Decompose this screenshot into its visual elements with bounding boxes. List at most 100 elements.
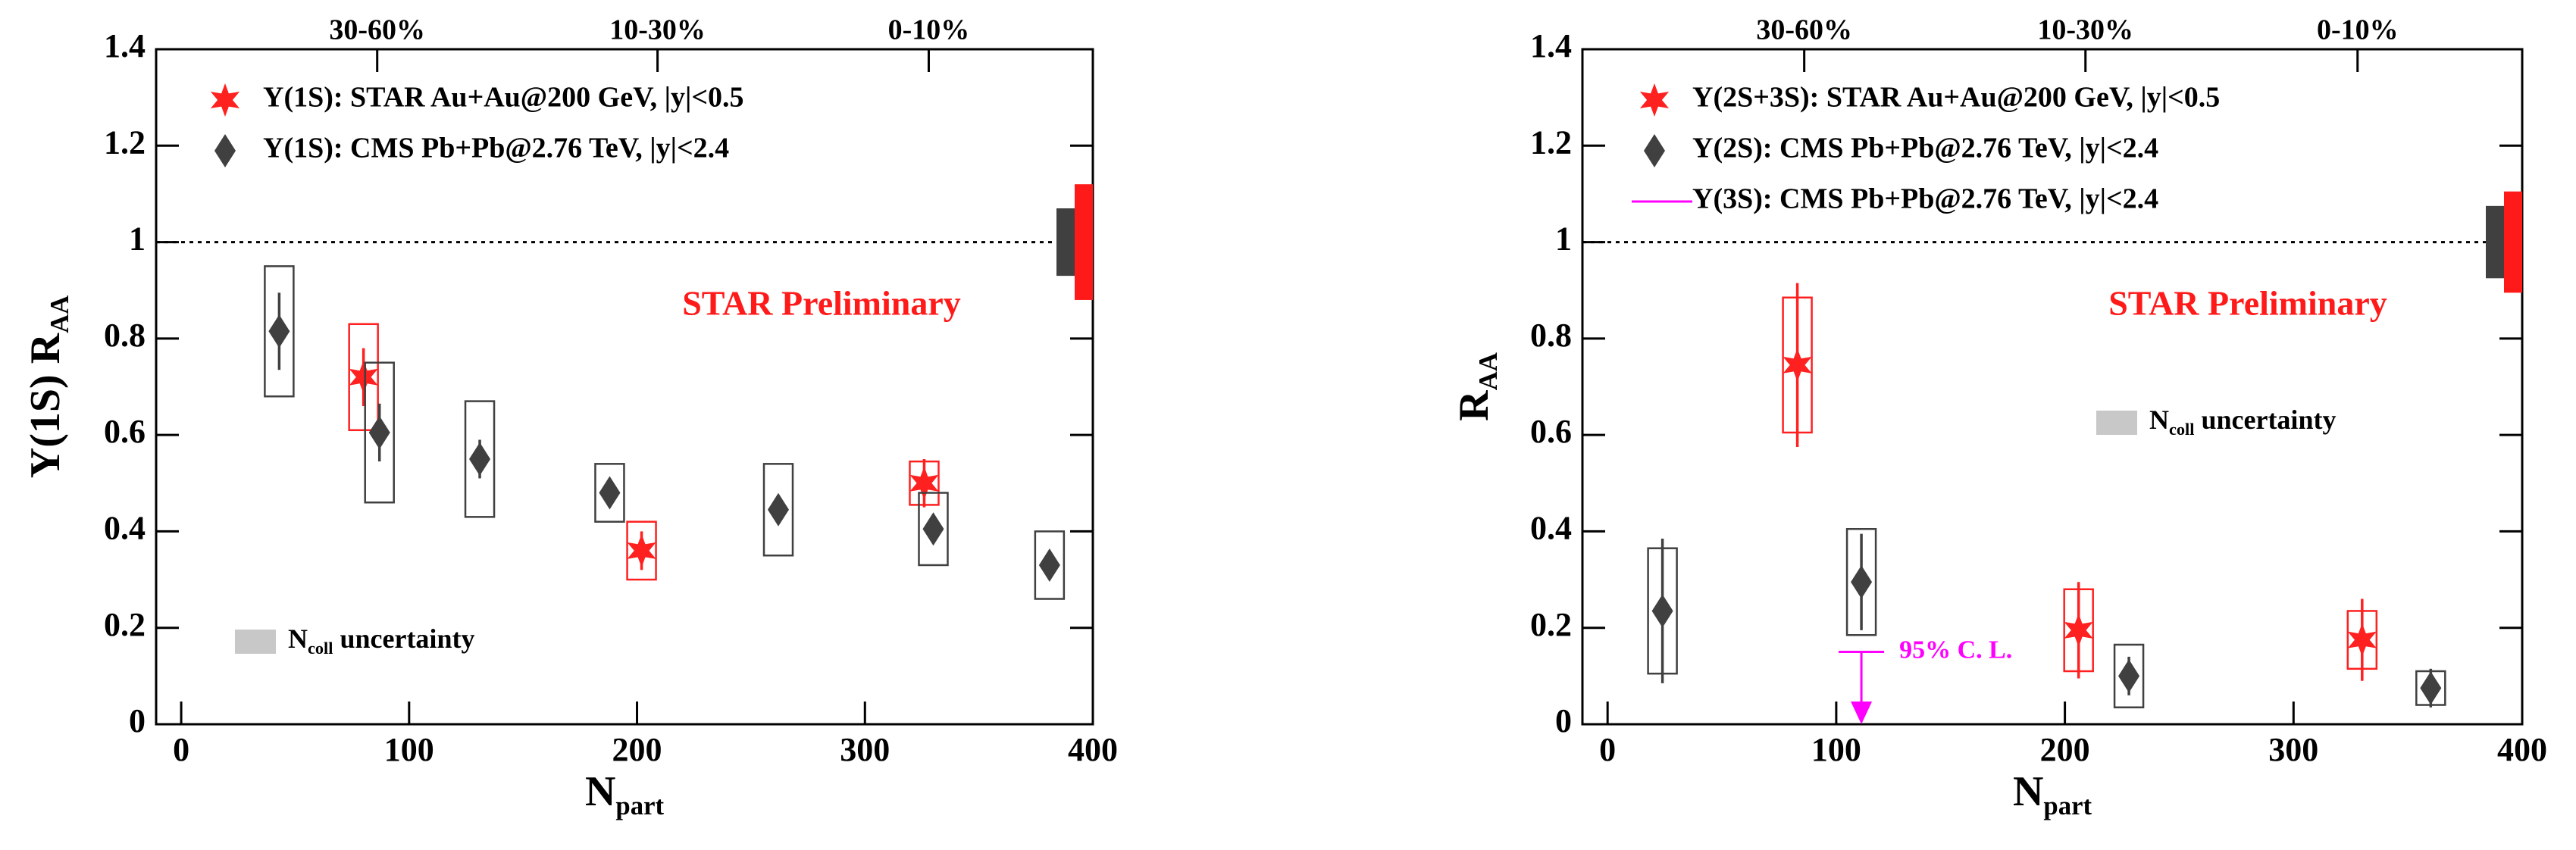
data-point — [268, 314, 290, 348]
x-tick-label: 100 — [384, 731, 434, 768]
ncoll-legend-label-rest: uncertainty — [333, 623, 474, 654]
annotation: STAR Preliminary — [2108, 284, 2387, 323]
sys-error-box — [1845, 527, 1877, 636]
legend-marker — [1639, 83, 1670, 117]
y-tick-label: 1.2 — [104, 123, 146, 161]
legend-label: Υ(3S): CMS Pb+Pb@2.76 TeV, |y|<2.4 — [1692, 183, 2158, 215]
y-tick-label: 0.4 — [104, 510, 146, 547]
global-uncertainty-box — [2486, 205, 2504, 279]
legend-label: Υ(2S): CMS Pb+Pb@2.76 TeV, |y|<2.4 — [1692, 133, 2158, 164]
ncoll-legend-label-main: N — [288, 623, 308, 654]
legend-label: Υ(1S): STAR Au+Au@200 GeV, |y|<0.5 — [263, 82, 744, 114]
top-tick-label: 30-60% — [1756, 14, 1852, 46]
legend-marker — [214, 134, 236, 167]
data-point — [349, 360, 378, 394]
y-axis-title-sub: AA — [1473, 352, 1503, 390]
data-point — [1651, 594, 1673, 628]
top-tick-label: 0-10% — [888, 14, 970, 46]
data-point — [368, 415, 390, 449]
x-axis-title-sub: part — [2043, 791, 2092, 820]
ncoll-legend-box — [235, 630, 276, 654]
y-tick-label: 1.4 — [104, 27, 146, 64]
y-axis-title: RAA — [1451, 352, 1503, 421]
global-uncertainty-box — [2504, 191, 2522, 293]
y-tick-label: 1 — [129, 220, 146, 258]
top-tick-label: 0-10% — [2317, 14, 2399, 46]
x-tick-label: 200 — [612, 731, 662, 768]
legend-label: Υ(1S): CMS Pb+Pb@2.76 TeV, |y|<2.4 — [263, 133, 729, 164]
y-tick-label: 1.4 — [1530, 27, 1572, 64]
top-tick-label: 10-30% — [2037, 14, 2133, 46]
y-tick-label: 0.4 — [1530, 510, 1572, 547]
y-tick-label: 0 — [1555, 702, 1572, 739]
data-point — [599, 476, 621, 510]
ncoll-legend-label-rest: uncertainty — [2194, 405, 2336, 435]
x-tick-label: 300 — [2268, 731, 2318, 768]
data-point — [767, 492, 789, 527]
global-uncertainty-box — [1056, 208, 1075, 277]
sys-error-box — [264, 265, 295, 398]
x-tick-label: 100 — [1811, 731, 1861, 768]
sys-error-box — [348, 323, 379, 432]
sys-error-box — [762, 463, 794, 557]
sys-error-box — [918, 492, 949, 567]
sys-error-box — [464, 400, 496, 518]
data-point — [1851, 565, 1873, 599]
plot-frame — [1581, 48, 2524, 726]
ncoll-legend-label: Ncoll uncertainty — [288, 623, 474, 658]
x-tick-label: 0 — [1599, 731, 1616, 768]
annotation: STAR Preliminary — [682, 284, 961, 323]
data-point — [627, 533, 656, 567]
x-axis-title-main: N — [2013, 768, 2043, 815]
y-tick-label: 0.6 — [1530, 413, 1572, 450]
x-tick-label: 200 — [2040, 731, 2090, 768]
sys-error-box — [2113, 643, 2145, 708]
y-axis-title-main: Υ(1S) R — [22, 333, 69, 478]
data-point — [1783, 348, 1812, 382]
legend-marker — [210, 83, 240, 117]
data-point — [2347, 623, 2377, 657]
y-tick-label: 0.2 — [1530, 606, 1572, 643]
y-tick-label: 0.2 — [104, 606, 146, 643]
sys-error-box — [1034, 530, 1066, 600]
data-point — [1038, 548, 1060, 582]
x-axis-title-main: N — [585, 768, 615, 815]
x-tick-label: 300 — [840, 731, 890, 768]
y-axis-title-sub: AA — [45, 295, 74, 333]
x-tick-label: 0 — [173, 731, 189, 768]
ncoll-legend-box — [2096, 411, 2137, 435]
ncoll-legend-label: Ncoll uncertainty — [2149, 405, 2336, 439]
sys-error-box — [594, 463, 625, 523]
y-tick-label: 0.8 — [104, 317, 146, 354]
data-point — [922, 512, 944, 546]
x-axis-title: Npart — [2013, 768, 2092, 820]
sys-error-box — [626, 520, 657, 581]
y-tick-label: 0.8 — [1530, 317, 1572, 354]
data-point — [2420, 671, 2442, 705]
plot-frame — [155, 48, 1094, 726]
sys-error-box — [364, 361, 395, 504]
global-uncertainty-box — [1075, 184, 1093, 300]
y-tick-label: 0 — [129, 702, 146, 739]
y-axis-title-main: R — [1451, 390, 1498, 421]
y-tick-label: 1 — [1555, 220, 1572, 258]
upper-limit-head — [1851, 702, 1873, 724]
x-tick-label: 400 — [2497, 731, 2547, 768]
x-tick-label: 400 — [1068, 731, 1118, 768]
x-axis-title-sub: part — [615, 791, 664, 820]
x-axis-title: Npart — [585, 768, 665, 820]
y-tick-label: 0.6 — [104, 413, 146, 450]
ncoll-legend-label-sub: coll — [2169, 420, 2194, 439]
upper-limit-label: 95% C. L. — [1899, 636, 2012, 664]
y-tick-label: 1.2 — [1530, 123, 1572, 161]
legend-label: Υ(2S+3S): STAR Au+Au@200 GeV, |y|<0.5 — [1692, 82, 2220, 114]
ncoll-legend-label-main: N — [2149, 405, 2169, 435]
legend-marker — [1644, 134, 1665, 167]
top-tick-label: 30-60% — [329, 14, 425, 46]
top-tick-label: 10-30% — [609, 14, 706, 46]
ncoll-legend-label-sub: coll — [308, 639, 333, 658]
data-point — [909, 466, 939, 500]
data-point — [469, 442, 491, 476]
data-point — [2064, 613, 2093, 647]
